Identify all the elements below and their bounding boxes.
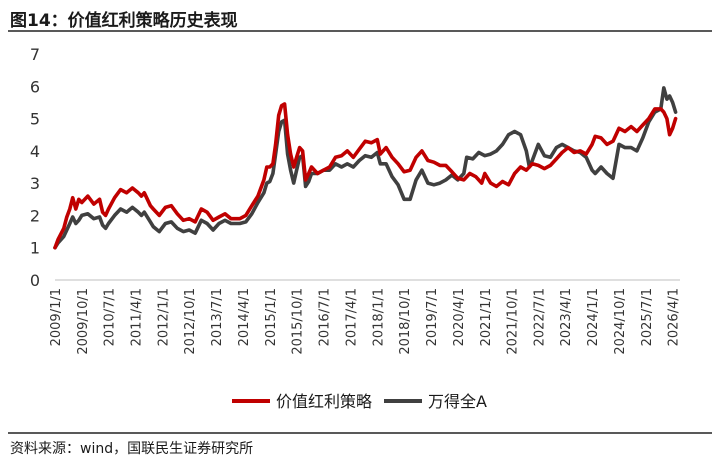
y-tick-label: 6 [30, 77, 40, 96]
x-tick-label: 2018/10/1 [398, 288, 413, 355]
x-tick-label: 2011/4/1 [129, 288, 144, 346]
x-tick-label: 2014/4/1 [237, 288, 252, 346]
x-tick-label: 2023/4/1 [559, 288, 574, 346]
x-tick-label: 2015/1/1 [264, 288, 279, 346]
x-tick-label: 2024/10/1 [613, 288, 628, 355]
x-tick-label: 2010/7/1 [103, 288, 118, 346]
title-divider [8, 30, 712, 32]
y-tick-label: 7 [30, 45, 40, 64]
y-tick-label: 0 [30, 271, 40, 290]
series-line-2 [53, 86, 678, 250]
series-line-1 [53, 102, 678, 250]
page-title: 图14：价值红利策略历史表现 [10, 11, 238, 31]
x-tick-label: 2026/4/1 [667, 288, 682, 346]
x-tick-label: 2012/10/1 [183, 288, 198, 355]
x-tick-label: 2025/7/1 [640, 288, 655, 346]
x-tick-label: 2016/7/1 [317, 288, 332, 346]
x-tick-label: 2020/4/1 [452, 288, 467, 346]
legend-label-1: 价值红利策略 [276, 392, 372, 411]
x-tick-label: 2022/7/1 [532, 288, 547, 346]
x-tick-label: 2024/1/1 [586, 288, 601, 346]
x-tick-label: 2012/1/1 [156, 288, 171, 346]
x-tick-label: 2017/4/1 [344, 288, 359, 346]
y-axis: 0 1 2 3 4 5 6 7 [30, 45, 40, 290]
x-tick-label: 2015/10/1 [291, 288, 306, 355]
x-tick-label: 2013/7/1 [210, 288, 225, 346]
y-tick-label: 4 [30, 142, 40, 161]
legend: 价值红利策略 万得全A [232, 392, 487, 411]
y-tick-label: 3 [30, 174, 40, 193]
legend-label-2: 万得全A [428, 392, 487, 411]
y-tick-label: 1 [30, 239, 40, 258]
y-tick-label: 5 [30, 110, 40, 129]
x-tick-label: 2019/7/1 [425, 288, 440, 346]
x-tick-label: 2021/1/1 [479, 288, 494, 346]
x-tick-label: 2009/1/1 [49, 288, 64, 346]
x-tick-label: 2021/10/1 [506, 288, 521, 355]
x-axis: 2009/1/1 2009/10/1 2010/7/1 2011/4/1 2012/1/… [49, 279, 682, 355]
x-tick-label: 2009/10/1 [76, 288, 91, 355]
x-tick-label: 2018/1/1 [371, 288, 386, 346]
chart: 0 1 2 3 4 5 6 7 2009/1/1 2009/10/1 2010/7/1 2011/4… [30, 45, 682, 411]
source-note: 资料来源：wind，国联民生证券研究所 [10, 441, 254, 457]
series-layer [53, 86, 678, 250]
footer-divider [8, 432, 712, 434]
y-tick-label: 2 [30, 206, 40, 225]
